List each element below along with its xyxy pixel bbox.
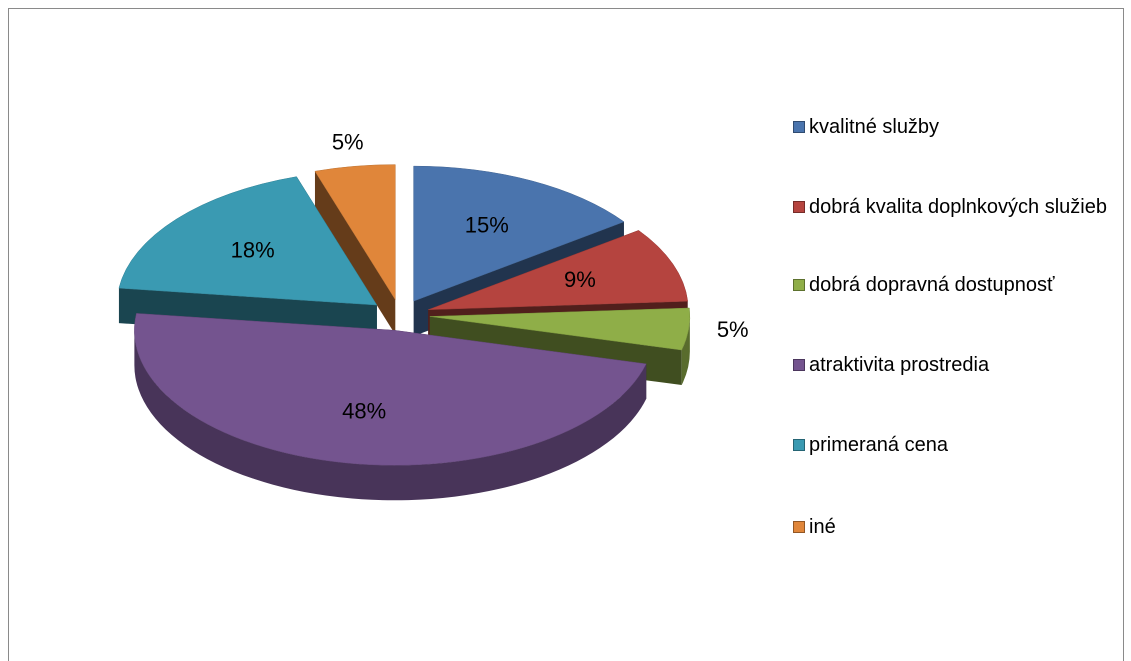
legend-label: dobrá kvalita doplnkových služieb bbox=[809, 196, 1107, 218]
chart-frame bbox=[8, 8, 1124, 661]
legend-swatch bbox=[793, 521, 805, 533]
data-label: 18% bbox=[231, 238, 275, 263]
slice-side bbox=[134, 330, 647, 501]
legend-item: kvalitné služby bbox=[793, 112, 1123, 142]
data-label: 15% bbox=[465, 212, 509, 237]
legend-swatch bbox=[793, 439, 805, 451]
legend-swatch bbox=[793, 121, 805, 133]
slice-top bbox=[429, 307, 691, 351]
legend-swatch bbox=[793, 201, 805, 213]
legend-item: dobrá dopravná dostupnosť bbox=[793, 270, 1123, 300]
legend-label: dobrá dopravná dostupnosť bbox=[809, 274, 1055, 296]
legend-swatch bbox=[793, 279, 805, 291]
slice bbox=[314, 164, 396, 335]
legend-item: iné bbox=[793, 512, 1123, 542]
legend-item: dobrá kvalita doplnkových služieb bbox=[793, 192, 1123, 222]
legend-item: atraktivita prostredia bbox=[793, 350, 1123, 380]
slice-top bbox=[314, 164, 396, 301]
legend-label: kvalitné služby bbox=[809, 116, 940, 138]
legend-item: primeraná cena bbox=[793, 430, 1123, 460]
slice-top bbox=[428, 230, 688, 310]
slice bbox=[134, 313, 647, 501]
slice-top bbox=[134, 313, 647, 466]
data-label: 5% bbox=[332, 129, 364, 154]
legend-label: iné bbox=[809, 516, 836, 538]
data-label: 5% bbox=[717, 317, 749, 342]
data-label: 48% bbox=[342, 398, 386, 423]
slice-top bbox=[413, 165, 625, 302]
legend-swatch bbox=[793, 359, 805, 371]
legend-label: primeraná cena bbox=[809, 434, 948, 456]
data-label: 9% bbox=[564, 267, 596, 292]
slice-top bbox=[118, 176, 378, 306]
legend-label: atraktivita prostredia bbox=[809, 354, 990, 376]
slice-wall bbox=[314, 171, 396, 335]
